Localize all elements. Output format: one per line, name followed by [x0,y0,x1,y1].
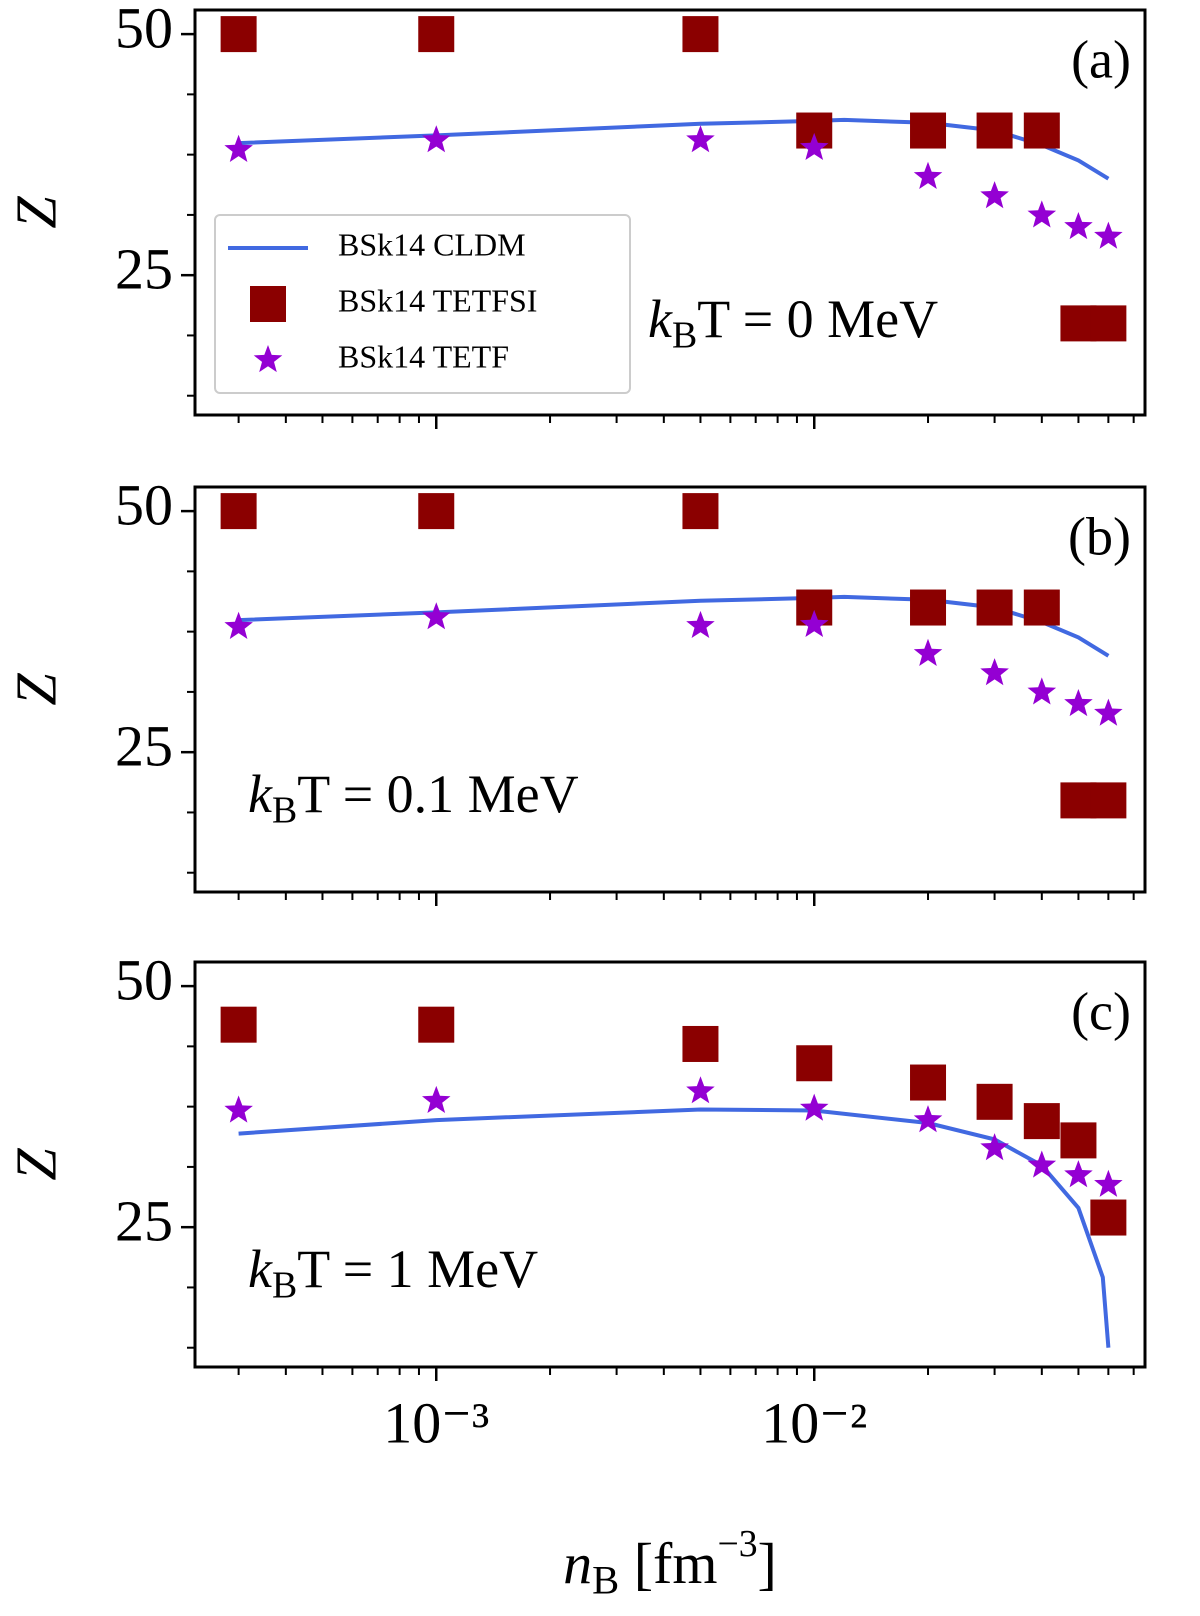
star-marker [1094,1169,1123,1197]
annotation: kBT = 0 MeV [648,289,938,356]
square-marker [220,16,257,53]
square-marker [418,1006,455,1043]
square-marker [1023,1103,1060,1140]
text-part: B [672,314,697,356]
star-marker [1027,1150,1057,1178]
square-marker [682,16,719,53]
star-marker [422,1085,451,1113]
square-marker [418,493,455,530]
star-marker [800,1093,829,1121]
square-marker [682,1025,719,1062]
star-marker [224,134,253,162]
text-part: T = 1 MeV [297,1239,538,1299]
square-marker [1090,305,1127,342]
line [238,594,1110,658]
text-part: −3 [717,1522,757,1564]
square-marker [220,493,257,530]
square-marker [910,1064,947,1101]
square-marker [976,112,1013,149]
axes-frame [193,8,1147,417]
square-marker [796,1045,833,1082]
star-marker [1094,221,1123,249]
panel-label: (c) [1071,981,1131,1041]
line [238,1107,1111,1348]
star-marker [224,611,253,639]
text-part: ] [758,1531,777,1596]
legend-square [250,286,286,322]
text-part: k [248,764,273,824]
y-axis-label: Z [3,673,68,706]
y-tick-label: 50 [115,472,173,537]
annotation: kBT = 0.1 MeV [248,764,579,831]
star-marker [913,161,943,189]
text-part: T = 0.1 MeV [297,764,578,824]
star-marker [422,602,451,630]
annotation: kBT = 1 MeV [248,1239,538,1306]
text-part: n [563,1531,592,1596]
legend-star [253,345,283,373]
axes-frame [193,960,1147,1369]
text-part: B [272,789,297,831]
y-tick-label: 50 [115,947,173,1012]
text-part: T = 0 MeV [697,289,938,349]
text-part: k [648,289,673,349]
star-marker [913,1105,943,1133]
star-marker [800,609,829,637]
y-tick-label: 25 [115,236,173,301]
panel-label: (b) [1068,506,1131,566]
panel-label: (a) [1071,29,1131,89]
star-marker [1094,698,1123,726]
square-marker [910,589,947,626]
square-marker [1060,1122,1097,1159]
y-tick-label: 50 [115,0,173,60]
star-marker [422,125,451,153]
star-marker [980,658,1009,686]
star-marker [800,132,829,160]
legend-label: BSk14 TETF [338,338,509,374]
star-marker [913,638,943,666]
y-axis-label: Z [3,196,68,229]
square-marker [418,16,455,53]
x-tick-label: 10⁻³ [383,1390,489,1455]
x-axis-label: nB [fm−3] [563,1522,777,1602]
star-marker [1064,1160,1093,1188]
square-marker [682,493,719,530]
star-marker [224,1095,253,1123]
legend-label: BSk14 CLDM [338,226,526,262]
legend-label: BSk14 TETFSI [338,282,537,318]
legend-box [214,214,631,394]
panel: 25 50 Z (a) kBT = 0 MeV BSk14 CLDM BSk14 TETFS… [3,0,1147,429]
square-marker [976,589,1013,626]
x-tick-label: 10⁻² [761,1390,867,1455]
panel: 25 50 Z (b) kBT = 0.1 MeV [3,472,1147,906]
star-marker [686,125,715,153]
text-part: B [272,1264,297,1306]
text-part: B [592,1558,619,1603]
square-marker [1090,782,1127,819]
square-marker [1090,1199,1127,1236]
star-marker [1064,212,1093,240]
axes-frame [193,485,1147,894]
square-marker [976,1083,1013,1120]
star-marker [1027,677,1057,705]
line [238,117,1110,181]
star-marker [686,610,715,638]
square-marker [1023,112,1060,149]
text-part: k [248,1239,273,1299]
square-marker [220,1006,257,1043]
y-tick-label: 25 [115,713,173,778]
square-marker [1023,589,1060,626]
star-marker [1064,689,1093,717]
star-marker [980,1133,1009,1161]
y-tick-label: 25 [115,1188,173,1253]
y-axis-label: Z [3,1148,68,1181]
text-part: [fm [619,1531,717,1596]
star-marker [1027,200,1057,228]
star-marker [980,181,1009,209]
square-marker [910,112,947,149]
star-marker [686,1076,715,1104]
